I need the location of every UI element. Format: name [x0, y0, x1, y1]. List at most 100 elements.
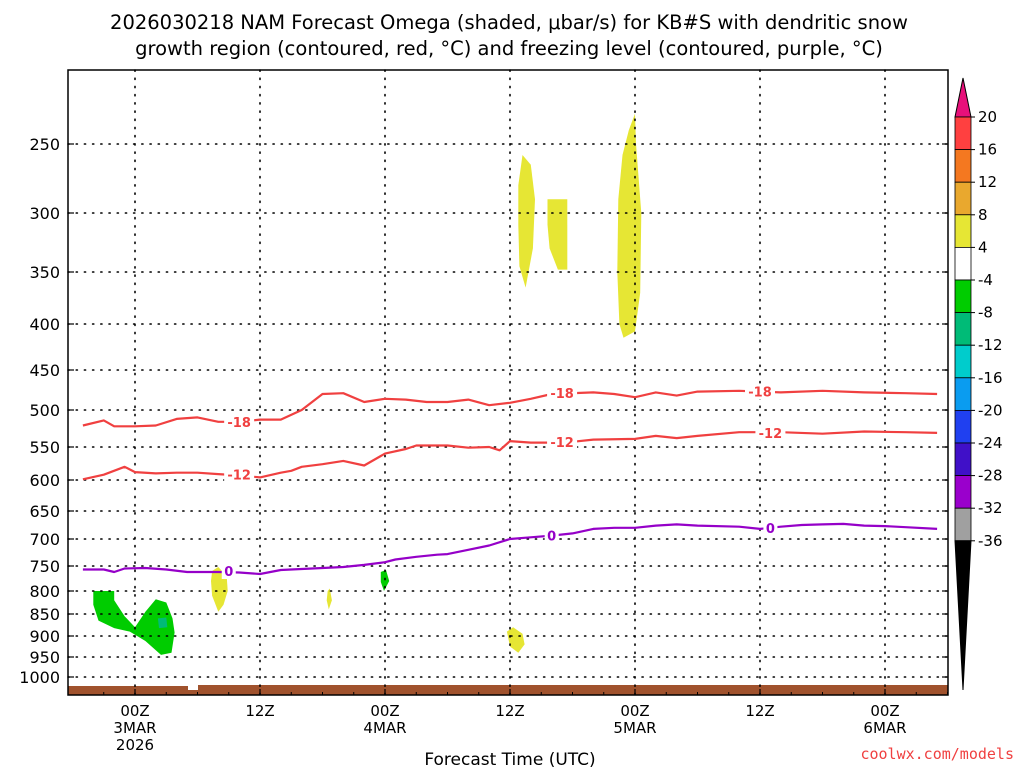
- colorbar-bottom-arrow: [954, 540, 972, 691]
- upward-motion-green: [93, 591, 175, 655]
- plot-frame: [67, 69, 949, 696]
- colorbar-swatch-2: [954, 181, 972, 216]
- upward-motion-cyan-spot: [157, 617, 168, 629]
- contour-label-bg-minus-18-0: [224, 413, 255, 430]
- colorbar-swatch-11: [954, 475, 972, 509]
- colorbar-swatch-3: [954, 214, 972, 248]
- contour-label-zero-0: 0: [224, 565, 233, 580]
- x-label-24-0: 00Z: [370, 702, 399, 720]
- sinking-yellow-3: [506, 627, 525, 653]
- y-label-350: 350: [29, 263, 60, 282]
- y-label-750: 750: [29, 557, 60, 576]
- y-label-500: 500: [29, 401, 60, 420]
- x-label-0-1: 3MAR: [113, 719, 156, 737]
- contour-label-bg-minus-12-0: [224, 466, 255, 483]
- contour-zero: [82, 522, 938, 576]
- colorbar-label-7: -12: [978, 336, 1003, 354]
- y-label-550: 550: [29, 438, 60, 457]
- y-label-450: 450: [29, 361, 60, 380]
- x-label-72-0: 00Z: [870, 702, 899, 720]
- contour-label-minus-12-0: -12: [227, 469, 251, 484]
- chart-title-line2: growth region (contoured, red, °C) and f…: [135, 37, 883, 60]
- temperature-contours: -18 -18 -18 -12 -12 -12 0 0 0: [82, 383, 938, 580]
- contour-label-bg-zero-1: [544, 527, 559, 544]
- x-label-60-0: 12Z: [745, 702, 774, 720]
- y-label-400: 400: [29, 315, 60, 334]
- chart-title-line1: 2026030218 NAM Forecast Omega (shaded, μ…: [110, 11, 908, 34]
- colorbar-label-12: -32: [978, 499, 1003, 517]
- contour-label-bg-zero-0: [221, 563, 236, 579]
- contour-minus-12: [82, 430, 938, 481]
- colorbar-swatch-5: [954, 279, 972, 313]
- colorbar-swatch-7: [954, 344, 972, 379]
- x-label-48-0: 00Z: [620, 702, 649, 720]
- contour-label-minus-18-2: -18: [748, 386, 772, 401]
- sinking-yellow-4: [518, 155, 535, 288]
- ground-layer: [68, 685, 948, 695]
- contour-label-zero-1: 0: [547, 530, 556, 545]
- x-label-0-0: 00Z: [120, 702, 149, 720]
- sinking-yellow-6: [617, 113, 642, 338]
- colorbar-swatch-6: [954, 312, 972, 346]
- contour-label-minus-18-0: -18: [227, 416, 251, 431]
- x-label-12-0: 12Z: [245, 702, 274, 720]
- colorbar-label-1: 16: [978, 141, 997, 159]
- x-label-48-1: 5MAR: [613, 719, 656, 737]
- ground-strip-dip: [188, 690, 198, 695]
- colorbar-label-2: 12: [978, 173, 997, 191]
- colorbar-label-3: 8: [978, 206, 988, 224]
- grid-lines: [67, 69, 949, 696]
- x-label-24-1: 4MAR: [363, 719, 406, 737]
- colorbar-swatch-0: [954, 116, 972, 150]
- ground-strip-main: [198, 685, 948, 695]
- credit-text: coolwx.com/models: [860, 745, 1014, 763]
- y-label-300: 300: [29, 204, 60, 223]
- y-label-900: 900: [29, 627, 60, 646]
- colorbar-label-5: -4: [978, 271, 993, 289]
- y-label-800: 800: [29, 582, 60, 601]
- contour-label-bg-minus-18-2: [745, 383, 775, 400]
- colorbar-swatch-4: [954, 246, 972, 281]
- y-label-1000: 1000: [19, 668, 60, 687]
- colorbar-swatch-8: [954, 377, 972, 411]
- colorbar-label-6: -8: [978, 304, 993, 322]
- omega-shading: [93, 113, 642, 655]
- contour-label-minus-18-1: -18: [550, 387, 574, 402]
- y-label-650: 650: [29, 502, 60, 521]
- sinking-yellow-2: [326, 588, 332, 610]
- contour-label-bg-minus-12-2: [755, 424, 786, 441]
- y-label-600: 600: [29, 471, 60, 490]
- colorbar-swatch-9: [954, 409, 972, 444]
- colorbar-label-11: -28: [978, 467, 1003, 485]
- contour-label-bg-minus-12-1: [547, 433, 578, 450]
- colorbar-label-0: 20: [978, 108, 997, 126]
- y-label-950: 950: [29, 648, 60, 667]
- colorbar: 20 16 12 8 4 -4 -8 -12 -16 -20 -24 -28 -32 -36: [954, 77, 1003, 691]
- colorbar-label-4: 4: [978, 238, 988, 256]
- upward-motion-small-green: [380, 570, 390, 591]
- contour-label-zero-2: 0: [766, 522, 775, 537]
- pressure-axis: 250 300 350 400 450 500 550 600 650 700 750 800 850 9…: [19, 135, 948, 687]
- contour-label-bg-zero-2: [763, 519, 778, 536]
- ground-strip-left: [68, 686, 188, 695]
- colorbar-swatch-12: [954, 507, 972, 542]
- colorbar-label-8: -16: [978, 369, 1003, 387]
- sinking-yellow-5: [547, 199, 568, 270]
- colorbar-label-10: -24: [978, 434, 1003, 452]
- colorbar-label-13: -36: [978, 532, 1003, 550]
- colorbar-swatch-10: [954, 442, 972, 476]
- colorbar-top-arrow: [954, 77, 972, 118]
- colorbar-label-9: -20: [978, 401, 1003, 419]
- x-label-36-0: 12Z: [495, 702, 524, 720]
- y-label-250: 250: [29, 135, 60, 154]
- x-label-0-2: 2026: [116, 736, 154, 754]
- contour-minus-18: [82, 389, 938, 428]
- contour-label-minus-12-2: -12: [759, 427, 783, 442]
- contour-label-bg-minus-18-1: [547, 385, 578, 402]
- y-label-700: 700: [29, 530, 60, 549]
- y-label-850: 850: [29, 605, 60, 624]
- x-label-72-1: 6MAR: [863, 719, 906, 737]
- colorbar-swatch-1: [954, 149, 972, 183]
